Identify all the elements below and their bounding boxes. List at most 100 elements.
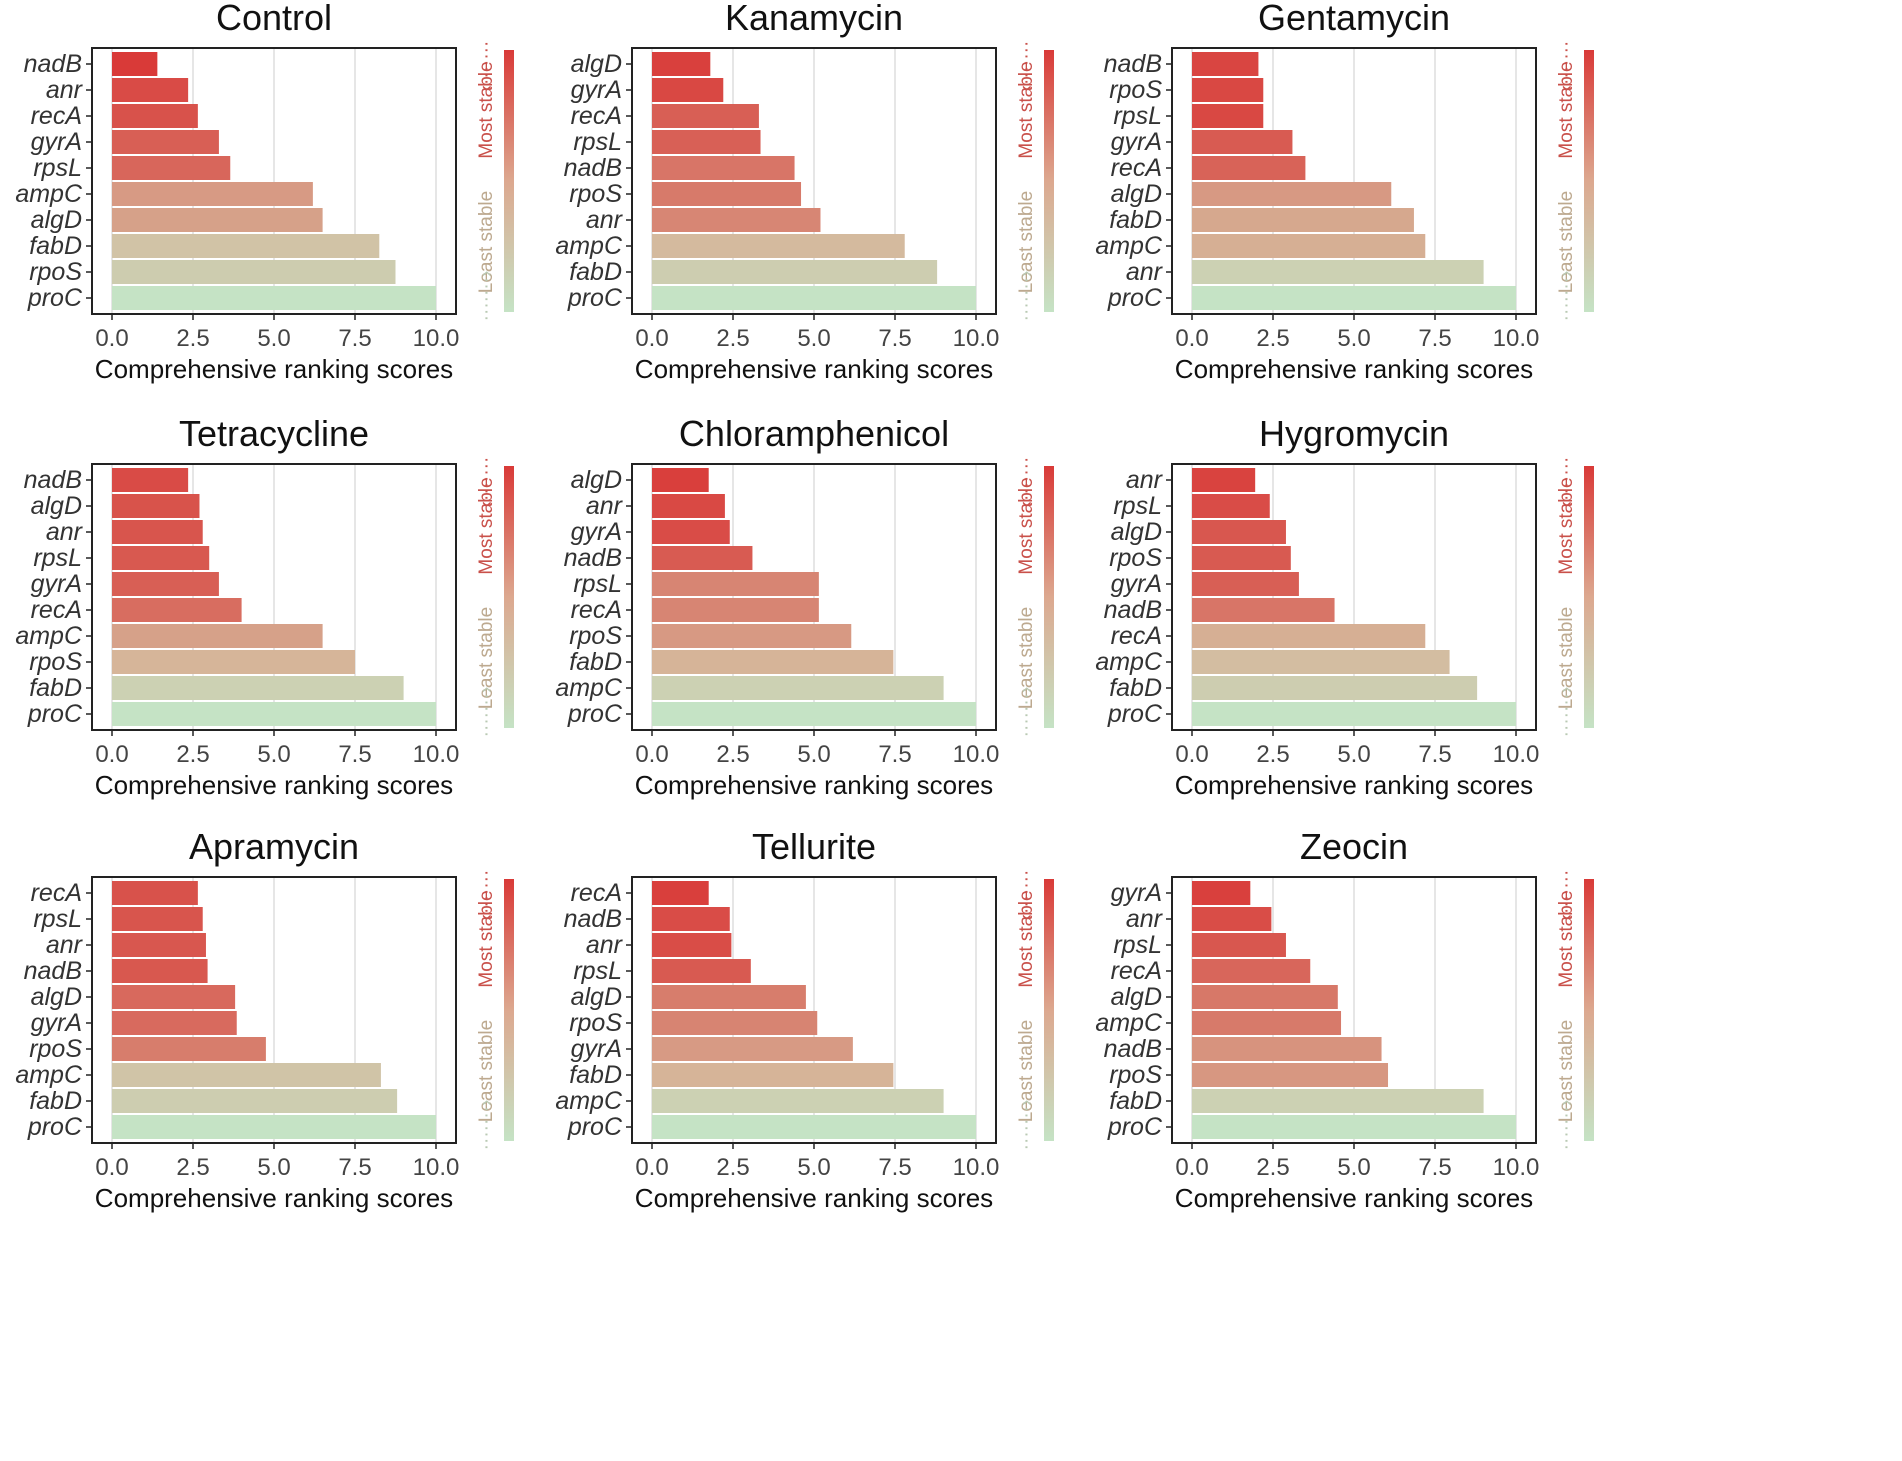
bar-anr bbox=[1192, 260, 1484, 284]
stability-gradient-bar bbox=[1584, 879, 1594, 1141]
x-tick-label: 7.5 bbox=[1418, 1154, 1451, 1181]
bar-nadB bbox=[1192, 52, 1259, 76]
panel-frame bbox=[631, 47, 997, 315]
bar-gyrA bbox=[652, 1037, 853, 1061]
x-tick-label: 0.0 bbox=[95, 741, 128, 768]
bar-rpoS bbox=[112, 260, 396, 284]
panel-frame bbox=[91, 463, 457, 731]
x-axis-title: Comprehensive ranking scores bbox=[1175, 1183, 1533, 1213]
x-tick-label: 10.0 bbox=[1493, 1154, 1540, 1181]
most-stable-label: Most stable bbox=[1556, 61, 1577, 158]
bar-recA bbox=[652, 598, 819, 622]
x-tick-label: 5.0 bbox=[1337, 741, 1370, 768]
bar-fabD bbox=[112, 234, 380, 258]
bar-rpoS bbox=[1192, 1063, 1389, 1087]
x-tick-label: 2.5 bbox=[1256, 325, 1289, 352]
bar-fabD bbox=[652, 650, 894, 674]
bar-gyrA bbox=[112, 572, 219, 596]
bar-algD bbox=[112, 494, 200, 518]
bar-rpsL bbox=[1192, 494, 1270, 518]
x-axis-title: Comprehensive ranking scores bbox=[95, 354, 453, 384]
gene-label: rpoS bbox=[29, 648, 82, 676]
bar-rpsL bbox=[1192, 933, 1286, 957]
bar-proC bbox=[652, 1115, 976, 1139]
gene-label: proC bbox=[567, 284, 623, 312]
gene-label: ampC bbox=[1095, 1009, 1163, 1037]
gene-label: gyrA bbox=[571, 518, 622, 546]
gene-label: fabD bbox=[569, 258, 622, 286]
gene-label: gyrA bbox=[31, 1009, 82, 1037]
gene-label: fabD bbox=[1109, 206, 1162, 234]
most-stable-label: Most stable bbox=[476, 890, 497, 987]
bar-gyrA bbox=[112, 1011, 237, 1035]
x-axis-title: Comprehensive ranking scores bbox=[635, 770, 993, 800]
chart-title: Tellurite bbox=[752, 826, 876, 867]
least-stable-label: Least stable bbox=[476, 191, 497, 293]
bar-proC bbox=[1192, 1115, 1516, 1139]
x-tick-label: 10.0 bbox=[413, 1154, 460, 1181]
arrow-up-icon: ‹······· bbox=[476, 870, 497, 921]
arrow-down-icon: ·······› bbox=[476, 1100, 497, 1151]
x-axis-title: Comprehensive ranking scores bbox=[95, 770, 453, 800]
x-tick-label: 7.5 bbox=[1418, 741, 1451, 768]
gene-label: recA bbox=[31, 596, 82, 624]
arrow-down-icon: ·······› bbox=[1016, 1100, 1037, 1151]
chart-title: Apramycin bbox=[189, 826, 359, 867]
gene-label: rpsL bbox=[1113, 931, 1162, 959]
gene-label: rpoS bbox=[1109, 544, 1162, 572]
gene-label: ampC bbox=[1095, 232, 1163, 260]
gene-label: rpoS bbox=[569, 180, 622, 208]
x-tick-label: 5.0 bbox=[257, 741, 290, 768]
gene-label: rpsL bbox=[33, 544, 82, 572]
gene-label: nadB bbox=[564, 905, 622, 933]
bar-nadB bbox=[112, 468, 189, 492]
chart-panel-tellurite: Tellurite 0.0 2.5 5.0 7.5 10.0 recAnadBanrrpsL… bbox=[555, 826, 1054, 1213]
x-tick-label: 7.5 bbox=[338, 325, 371, 352]
x-tick-label: 5.0 bbox=[797, 325, 830, 352]
arrow-down-icon: ·······› bbox=[1556, 1100, 1577, 1151]
gene-label: anr bbox=[586, 206, 624, 234]
x-tick-label: 5.0 bbox=[1337, 325, 1370, 352]
panel-frame bbox=[631, 876, 997, 1144]
gene-label: proC bbox=[27, 1113, 83, 1141]
bar-anr bbox=[652, 933, 732, 957]
x-tick-label: 7.5 bbox=[338, 741, 371, 768]
stability-gradient-bar bbox=[504, 466, 514, 728]
gene-label: anr bbox=[1126, 258, 1164, 286]
gene-label: rpoS bbox=[1109, 76, 1162, 104]
x-tick-label: 0.0 bbox=[635, 1154, 668, 1181]
gene-label: ampC bbox=[15, 1061, 83, 1089]
gene-label: rpsL bbox=[1113, 102, 1162, 130]
bar-nadB bbox=[652, 907, 730, 931]
bar-algD bbox=[652, 468, 709, 492]
bar-fabD bbox=[1192, 208, 1414, 232]
x-tick-label: 10.0 bbox=[1493, 741, 1540, 768]
gene-label: rpsL bbox=[573, 957, 622, 985]
bar-anr bbox=[112, 933, 206, 957]
gene-label: ampC bbox=[15, 180, 83, 208]
stability-gradient-bar bbox=[1044, 466, 1054, 728]
gene-label: algD bbox=[31, 983, 82, 1011]
gene-label: proC bbox=[1107, 1113, 1163, 1141]
bar-proC bbox=[652, 286, 976, 310]
gene-label: nadB bbox=[24, 466, 82, 494]
gene-label: gyrA bbox=[31, 570, 82, 598]
bar-rpsL bbox=[652, 959, 751, 983]
x-tick-label: 5.0 bbox=[797, 1154, 830, 1181]
bar-algD bbox=[112, 985, 236, 1009]
bar-ampC bbox=[1192, 234, 1426, 258]
x-tick-label: 7.5 bbox=[878, 741, 911, 768]
gene-label: algD bbox=[31, 206, 82, 234]
gene-label: recA bbox=[31, 879, 82, 907]
gene-label: recA bbox=[571, 879, 622, 907]
gene-label: ampC bbox=[1095, 648, 1163, 676]
most-stable-label: Most stable bbox=[476, 477, 497, 574]
bar-rpsL bbox=[112, 907, 203, 931]
bar-recA bbox=[1192, 959, 1311, 983]
most-stable-label: Most stable bbox=[1016, 477, 1037, 574]
gene-label: proC bbox=[27, 700, 83, 728]
gene-label: ampC bbox=[15, 622, 83, 650]
x-tick-label: 0.0 bbox=[635, 741, 668, 768]
bar-ampC bbox=[112, 624, 323, 648]
gene-label: rpsL bbox=[33, 905, 82, 933]
